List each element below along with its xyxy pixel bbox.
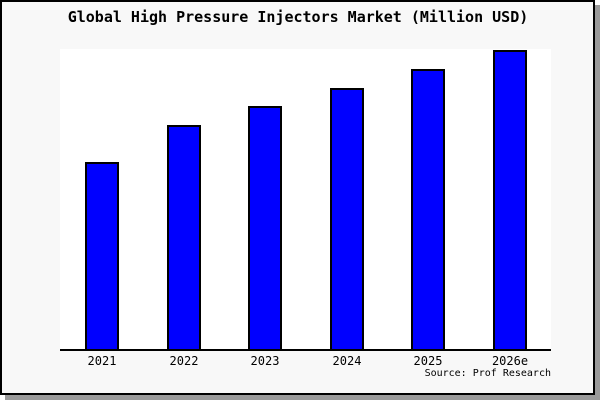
bar-2026e (493, 50, 527, 349)
source-note: Source: Prof Research (424, 368, 551, 379)
bar-2023 (248, 106, 282, 349)
bar-2025 (411, 69, 445, 349)
bar-2024 (330, 88, 364, 349)
bar-2021 (85, 162, 119, 349)
chart-title: Global High Pressure Injectors Market (M… (67, 8, 529, 26)
plot-area (60, 49, 551, 351)
bar-2022 (167, 125, 201, 349)
